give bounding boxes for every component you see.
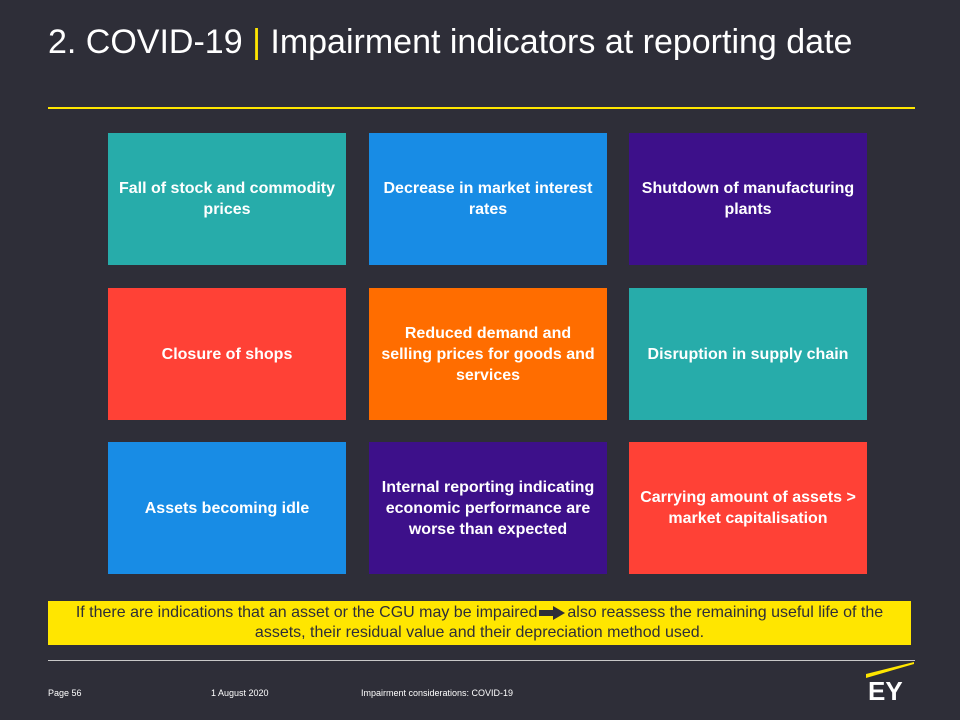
logo-text: EY (868, 676, 903, 706)
indicator-label: Shutdown of manufacturing plants (641, 180, 855, 218)
footer-divider (48, 660, 915, 661)
indicator-tile: Assets becoming idle (108, 442, 346, 574)
impairment-note: If there are indications that an asset o… (48, 601, 911, 645)
page-number: Page 56 (48, 688, 82, 698)
footer-document-title: Impairment considerations: COVID-19 (361, 688, 514, 698)
title-main: Impairment indicators at reporting date (270, 23, 853, 61)
indicator-label: Carrying amount of assets > market capit… (640, 489, 856, 527)
indicator-label: Assets becoming idle (144, 499, 310, 517)
indicator-tile: Closure of shops (108, 288, 346, 420)
indicator-label: Fall of stock and commodity prices (118, 180, 336, 218)
indicator-tile: Carrying amount of assets > market capit… (629, 442, 867, 574)
indicator-tile: Shutdown of manufacturing plants (629, 133, 867, 265)
indicator-tile: Internal reporting indicating economic p… (369, 442, 607, 574)
note-text-before: If there are indications that an asset o… (75, 604, 538, 621)
indicator-label: Internal reporting indicating economic p… (381, 478, 595, 538)
right-arrow-icon (539, 605, 566, 620)
indicator-label: Closure of shops (161, 345, 293, 363)
indicator-label: Decrease in market interest rates (383, 180, 593, 218)
indicator-tile: Decrease in market interest rates (369, 133, 607, 265)
title-prefix: 2. COVID-19 (48, 23, 243, 61)
indicator-tile: Disruption in supply chain (629, 288, 867, 420)
indicator-tile: Fall of stock and commodity prices (108, 133, 346, 265)
indicator-tile: Reduced demand and selling prices for go… (369, 288, 607, 420)
ey-logo: EY (866, 662, 914, 710)
footer-date: 1 August 2020 (211, 688, 269, 698)
slide-title: 2. COVID-19 | Impairment indicators at r… (48, 22, 908, 62)
indicator-label: Disruption in supply chain (647, 345, 849, 363)
indicator-label: Reduced demand and selling prices for go… (381, 324, 595, 384)
title-separator: | (252, 23, 261, 61)
note-text-after: also reassess the remaining useful life … (254, 604, 884, 641)
title-underline (48, 107, 915, 109)
logo-beam-icon (866, 662, 914, 678)
